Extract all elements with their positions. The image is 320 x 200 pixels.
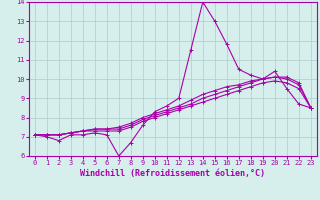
X-axis label: Windchill (Refroidissement éolien,°C): Windchill (Refroidissement éolien,°C): [80, 169, 265, 178]
